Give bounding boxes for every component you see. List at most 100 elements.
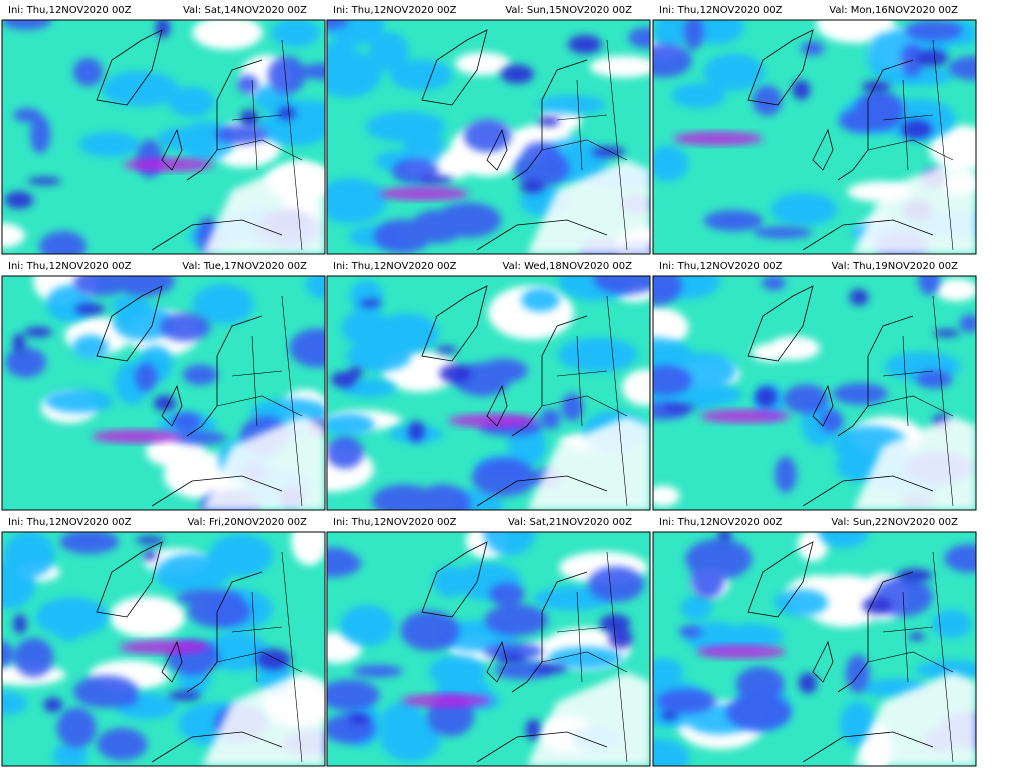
precip-blob <box>305 276 325 299</box>
precip-blob <box>174 431 227 445</box>
precip-blob <box>752 85 783 116</box>
precip-blob <box>2 691 28 716</box>
precip-blob <box>331 371 357 388</box>
map-area <box>2 20 325 254</box>
precip-blob <box>2 641 14 667</box>
precip-blob <box>108 71 158 102</box>
precip-core <box>673 131 764 146</box>
precip-layer <box>331 299 471 443</box>
precip-blob <box>944 544 976 573</box>
precip-blob <box>514 149 570 187</box>
precip-blob <box>867 32 904 80</box>
precip-blob <box>798 672 818 694</box>
precip-blob <box>255 648 291 670</box>
map-panel: Ini: Thu,12NOV2020 00Z Val: Sun,15NOV2020… <box>326 5 651 255</box>
land-dry <box>853 160 976 254</box>
precip-core <box>119 640 210 655</box>
land-dry <box>202 672 325 766</box>
precip-blob <box>373 313 439 354</box>
precip-blob <box>820 409 844 433</box>
precip-blob <box>13 108 41 123</box>
map-frame <box>326 275 651 511</box>
precip-core <box>378 186 469 201</box>
precip-blob <box>371 484 437 510</box>
precip-blob <box>419 175 453 185</box>
precip-blob <box>408 420 425 443</box>
precip-blob <box>905 20 963 41</box>
precip-blob <box>327 549 362 578</box>
valid-time: Val: Mon,16NOV2020 00Z <box>829 5 958 16</box>
map-area <box>653 20 976 254</box>
precip-blob <box>685 538 753 580</box>
precip-blob <box>43 697 63 713</box>
precip-blob <box>72 334 109 360</box>
precip-blob <box>703 210 763 232</box>
precip-blob <box>661 710 678 721</box>
precip-blob <box>671 83 726 109</box>
land-dry <box>853 672 976 766</box>
land-dry <box>527 672 650 766</box>
precip-blob <box>567 35 602 54</box>
coastline <box>96 285 163 362</box>
precip-blob <box>683 375 723 410</box>
precip-blob <box>653 306 689 349</box>
precip-blob <box>862 596 892 615</box>
borders <box>541 295 628 507</box>
coastline <box>476 219 608 251</box>
precip-blob <box>439 364 471 384</box>
coastline <box>812 315 914 437</box>
precip-blob <box>547 646 623 669</box>
precip-blob <box>897 568 933 583</box>
precip-blob <box>735 666 785 702</box>
borders <box>216 551 303 763</box>
precip-core <box>448 413 539 428</box>
precip-blob <box>592 146 626 158</box>
precip-blob <box>933 329 960 338</box>
valid-time: Val: Thu,19NOV2020 00Z <box>832 261 959 272</box>
precip-blob <box>959 314 976 333</box>
precip-blob <box>289 328 325 368</box>
coastline <box>486 571 588 693</box>
precip-blob <box>4 191 34 209</box>
precip-blob <box>726 694 792 731</box>
precip-blob <box>931 609 972 639</box>
precip-blob <box>153 395 176 412</box>
precip-blob <box>497 653 526 663</box>
precip-blob <box>2 223 25 248</box>
precip-core <box>401 693 492 708</box>
precip-blob <box>113 305 174 341</box>
valid-time: Val: Sun,22NOV2020 00Z <box>831 517 958 528</box>
init-time: Ini: Thu,12NOV2020 00Z <box>333 517 457 528</box>
precip-blob <box>557 337 638 372</box>
init-time: Ini: Thu,12NOV2020 00Z <box>8 261 132 272</box>
precip-blob <box>350 280 383 314</box>
precip-blob <box>534 664 568 674</box>
coastline <box>421 29 488 106</box>
precip-blob <box>680 595 712 621</box>
precip-blob <box>901 119 933 139</box>
valid-time: Val: Wed,18NOV2020 00Z <box>503 261 633 272</box>
precip-blob <box>327 178 387 224</box>
init-time: Ini: Thu,12NOV2020 00Z <box>333 261 457 272</box>
precip-blob <box>327 436 364 469</box>
precip-blob <box>599 614 631 633</box>
precip-blob <box>653 20 689 49</box>
precip-blob <box>589 55 650 78</box>
init-time: Ini: Thu,12NOV2020 00Z <box>659 517 783 528</box>
precip-blob <box>327 413 375 436</box>
coastline <box>151 475 283 507</box>
valid-time: Val: Sat,14NOV2020 00Z <box>183 5 307 16</box>
land-dry <box>853 416 976 510</box>
valid-time: Val: Sun,15NOV2020 00Z <box>505 5 632 16</box>
precip-blob <box>291 532 325 566</box>
precip-blob <box>656 689 717 714</box>
borders <box>867 295 954 507</box>
precip-blob <box>113 276 175 297</box>
precip-blob <box>368 32 410 71</box>
precip-blob <box>484 604 549 636</box>
map-panel: Ini: Thu,12NOV2020 00Z Val: Sun,22NOV2020… <box>652 517 977 767</box>
precip-blob <box>160 312 211 342</box>
precip-blob <box>410 209 465 244</box>
map-area <box>327 532 650 766</box>
